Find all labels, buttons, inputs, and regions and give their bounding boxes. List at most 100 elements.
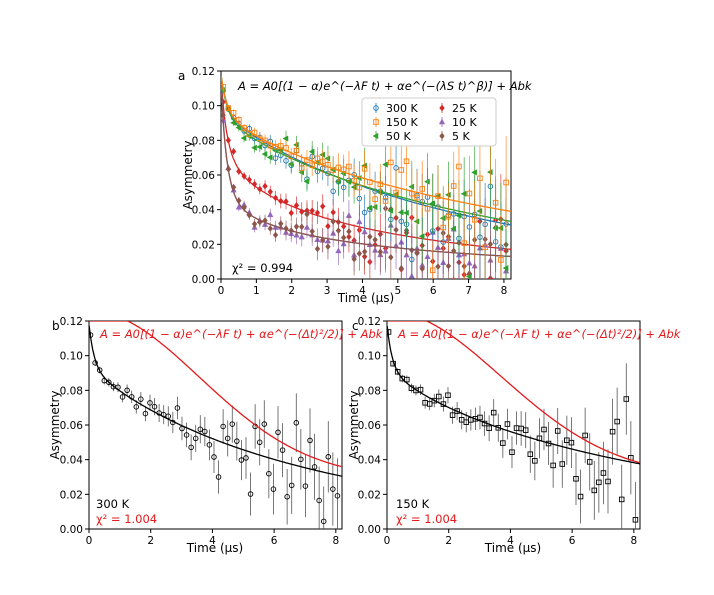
data-point [251, 180, 258, 188]
data-point [256, 143, 263, 151]
gaussian-fit-line [89, 321, 342, 468]
data-point [334, 493, 341, 499]
legend-marker [373, 119, 379, 125]
data-point [554, 428, 561, 434]
legend-marker [373, 105, 379, 111]
legend-label: 50 K [386, 130, 411, 143]
axes-b: 0 2 4 6 8 0.00 0.02 0.04 0.06 0.08 0.10 0.12 [60, 316, 340, 547]
data-point [550, 462, 556, 469]
panel-label-a: a [178, 69, 185, 83]
data-point [174, 405, 181, 411]
temperature-label-b: 300 K [96, 497, 130, 511]
data-point [429, 267, 436, 274]
data-point [596, 479, 602, 486]
chi2-c: χ² = 1.004 [396, 512, 457, 526]
data-point [361, 166, 368, 172]
y-tick-label: 0.02 [192, 239, 215, 251]
data-point [325, 454, 332, 460]
data-point [261, 421, 268, 427]
formula-c: A = A0[(1 − α)e^(−λF t) + αe^(−(Δt)²/2)]… [397, 327, 682, 341]
data-point [466, 190, 473, 197]
y-tick-label: 0.10 [60, 351, 83, 363]
data-point [298, 165, 305, 171]
chi2-b: χ² = 1.004 [96, 512, 157, 526]
data-point [559, 461, 566, 467]
data-point [471, 217, 478, 223]
data-point [346, 228, 352, 235]
data-point [403, 209, 409, 216]
data-point [482, 244, 488, 251]
legend-label: 150 K [386, 116, 418, 129]
legend-marker [438, 118, 446, 125]
data-point [311, 464, 318, 470]
data-point [350, 184, 357, 191]
data-point [403, 158, 410, 165]
data-point [361, 209, 368, 216]
chi2-a: χ² = 0.994 [232, 261, 293, 275]
data-point [330, 486, 336, 492]
x-tick-label: 6 [271, 535, 278, 547]
data-point [267, 225, 274, 232]
data-point [419, 186, 426, 192]
data-point [314, 245, 321, 253]
data-point [450, 225, 456, 232]
data-point [241, 125, 247, 131]
legend-label: 300 K [386, 102, 418, 115]
data-point [202, 428, 208, 435]
data-point [503, 179, 509, 186]
data-point [267, 211, 274, 218]
x-tick-label: 0 [384, 535, 391, 547]
x-tick-label: 4 [507, 535, 514, 547]
data-point [527, 451, 534, 457]
data-point [275, 429, 281, 436]
data-point [477, 414, 483, 421]
data-point [371, 203, 378, 211]
data-point [283, 198, 289, 205]
data-point [282, 135, 289, 142]
data-point [206, 442, 213, 448]
data-point [335, 247, 342, 254]
legend-marker [439, 132, 445, 140]
data-point [465, 273, 472, 279]
data-point [366, 204, 373, 211]
data-point [278, 220, 284, 228]
data-point [284, 494, 290, 500]
data-point [541, 426, 547, 433]
x-tick-label: 4 [359, 285, 366, 297]
data-point [247, 491, 254, 497]
y-tick-label: 0.06 [358, 420, 382, 432]
data-point [243, 455, 249, 461]
data-point [230, 148, 237, 155]
data-point [320, 518, 327, 525]
data-point [414, 249, 420, 257]
data-point [302, 483, 309, 489]
data-point [393, 226, 399, 234]
stretched-fit-line [89, 325, 342, 477]
data-point [418, 233, 425, 240]
temperature-label-c: 150 K [396, 497, 430, 511]
data-point [142, 410, 149, 417]
data-point [445, 213, 452, 220]
data-point [609, 428, 616, 435]
data-point [582, 432, 588, 439]
data-point [500, 440, 506, 446]
xlabel-b: Time (μs) [186, 541, 243, 555]
data-point [394, 368, 401, 375]
data-point [356, 184, 363, 191]
data-point [431, 397, 438, 404]
data-point [356, 218, 363, 225]
data-point [444, 191, 451, 198]
data-point [316, 497, 322, 504]
axes-c: 0 2 4 6 8 0.00 0.02 0.04 0.06 0.08 0.10 0.12 [358, 316, 638, 547]
data-point [319, 236, 326, 244]
data-point [498, 257, 504, 263]
y-tick-label: 0.12 [60, 316, 83, 328]
data-point [623, 396, 630, 402]
y-tick-label: 0.08 [60, 385, 83, 397]
data-point [454, 408, 460, 414]
data-point [303, 178, 310, 185]
x-tick-label: 8 [630, 535, 637, 547]
data-point [408, 183, 415, 190]
data-point [591, 487, 598, 494]
